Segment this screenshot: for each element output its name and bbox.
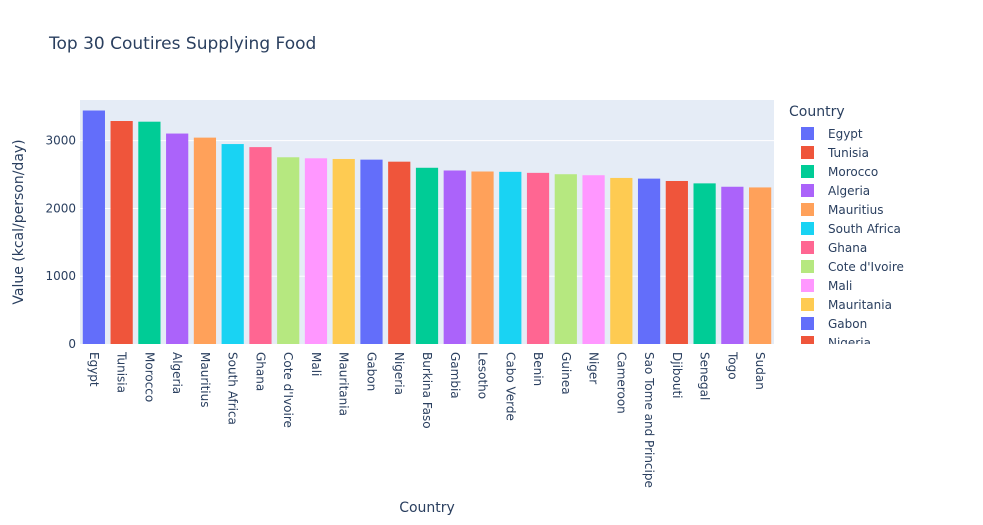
x-tick-label: South Africa xyxy=(226,352,240,425)
y-tick-label: 1000 xyxy=(45,269,76,283)
legend-label: Nigeria xyxy=(828,335,871,345)
x-tick-label: Ghana xyxy=(253,352,267,391)
x-tick-label: Tunisia xyxy=(115,351,129,393)
legend-label: Cote d'Ivoire xyxy=(828,259,904,274)
x-tick-label: Guinea xyxy=(559,352,573,395)
bar-mauritania[interactable] xyxy=(332,158,355,344)
y-tick-label: 2000 xyxy=(45,201,76,215)
bar-gambia[interactable] xyxy=(443,170,466,344)
x-tick-label: Mali xyxy=(309,352,323,376)
legend-label: Ghana xyxy=(828,240,868,255)
bar-djibouti[interactable] xyxy=(665,180,688,344)
bar-south-africa[interactable] xyxy=(221,144,244,344)
legend-item[interactable]: Morocco xyxy=(801,162,878,181)
legend-swatch xyxy=(801,184,814,197)
legend: Country Egypt Tunisia Morocco Algeria Maurit… xyxy=(789,104,979,344)
bar-guinea[interactable] xyxy=(554,174,577,344)
legend-swatch xyxy=(801,203,814,216)
bar-senegal[interactable] xyxy=(693,183,716,344)
bar-tunisia[interactable] xyxy=(110,121,133,344)
bar-algeria[interactable] xyxy=(166,133,189,344)
x-tick-label: Burkina Faso xyxy=(420,352,434,429)
legend-label: Mauritania xyxy=(828,297,892,312)
legend-item[interactable]: Gabon xyxy=(801,314,867,333)
x-tick-label: Mauritania xyxy=(337,352,351,416)
bar-sao-tome-and-principe[interactable] xyxy=(637,178,661,344)
legend-item[interactable]: Tunisia xyxy=(801,143,869,162)
x-tick-label: Sao Tome and Principe xyxy=(642,352,656,488)
legend-item[interactable]: Mali xyxy=(801,276,852,295)
legend-swatch xyxy=(801,222,814,235)
bar-togo[interactable] xyxy=(721,186,744,344)
legend-swatch xyxy=(801,336,814,344)
x-tick-label: Morocco xyxy=(142,352,156,402)
legend-label: Algeria xyxy=(828,183,871,198)
x-tick-label: Senegal xyxy=(698,352,712,400)
x-axis-ticks: Egypt Tunisia Morocco Algeria Mauritius South… xyxy=(87,351,767,488)
x-axis-title: Country xyxy=(399,500,455,516)
bar-cote-d-ivoire[interactable] xyxy=(277,157,300,344)
legend-item[interactable]: Nigeria xyxy=(801,333,871,344)
legend-item[interactable]: Mauritius xyxy=(801,200,883,219)
bar-lesotho[interactable] xyxy=(471,171,494,344)
legend-swatch xyxy=(801,279,814,292)
legend-swatch xyxy=(801,241,814,254)
x-tick-label: Cabo Verde xyxy=(503,352,517,421)
bar-cameroon[interactable] xyxy=(610,177,633,344)
x-tick-label: Egypt xyxy=(87,352,101,387)
x-tick-label: Niger xyxy=(587,352,601,384)
x-tick-label: Togo xyxy=(725,351,739,380)
legend-label: Morocco xyxy=(828,164,879,179)
chart-title: Top 30 Coutires Supplying Food xyxy=(49,34,317,54)
bar-sudan[interactable] xyxy=(749,187,772,344)
legend-swatch xyxy=(801,298,814,311)
legend-label: Egypt xyxy=(828,126,863,141)
bar-mali[interactable] xyxy=(304,158,328,344)
legend-label: Mali xyxy=(828,278,853,293)
x-tick-label: Cameroon xyxy=(614,352,628,414)
bar-gabon[interactable] xyxy=(360,159,383,344)
y-tick-label: 0 xyxy=(68,337,76,351)
bar-cabo-verde[interactable] xyxy=(499,171,522,344)
legend-label: South Africa xyxy=(828,221,901,236)
bar-egypt[interactable] xyxy=(82,110,105,344)
bar-mauritius[interactable] xyxy=(193,137,217,344)
bar-ghana[interactable] xyxy=(249,147,272,344)
bar-benin[interactable] xyxy=(526,172,550,344)
x-tick-label: Lesotho xyxy=(476,352,490,399)
legend-swatch xyxy=(801,317,814,330)
x-tick-label: Gabon xyxy=(364,352,378,391)
legend-label: Tunisia xyxy=(828,145,869,160)
bar-niger[interactable] xyxy=(582,175,605,344)
legend-label: Mauritius xyxy=(828,202,884,217)
legend-label: Gabon xyxy=(828,316,868,331)
bar-burkina-faso[interactable] xyxy=(415,167,439,344)
x-tick-label: Djibouti xyxy=(670,352,684,399)
legend-title: Country xyxy=(789,104,845,120)
y-tick-label: 3000 xyxy=(45,134,76,148)
legend-item[interactable]: South Africa xyxy=(801,219,901,238)
bars xyxy=(82,110,772,344)
x-tick-label: Nigeria xyxy=(392,352,406,395)
legend-swatch xyxy=(801,260,814,273)
legend-swatch xyxy=(801,127,814,140)
x-tick-label: Algeria xyxy=(170,352,184,394)
bar-nigeria[interactable] xyxy=(388,161,411,344)
x-tick-label: Gambia xyxy=(448,352,462,399)
y-axis-ticks: 0 1000 2000 3000 xyxy=(45,134,76,351)
x-tick-label: Benin xyxy=(531,352,545,386)
x-tick-label: Cote d'Ivoire xyxy=(281,352,295,428)
x-tick-label: Sudan xyxy=(753,352,767,390)
legend-item[interactable]: Algeria xyxy=(801,181,870,200)
legend-item[interactable]: Egypt xyxy=(801,124,863,143)
legend-item[interactable]: Ghana xyxy=(801,238,867,257)
bar-morocco[interactable] xyxy=(138,121,161,344)
x-tick-label: Mauritius xyxy=(198,352,212,407)
legend-swatch xyxy=(801,165,814,178)
y-axis-title: Value (kcal/person/day) xyxy=(11,139,27,304)
legend-item[interactable]: Mauritania xyxy=(801,295,892,314)
legend-item[interactable]: Cote d'Ivoire xyxy=(801,257,904,276)
legend-swatch xyxy=(801,146,814,159)
